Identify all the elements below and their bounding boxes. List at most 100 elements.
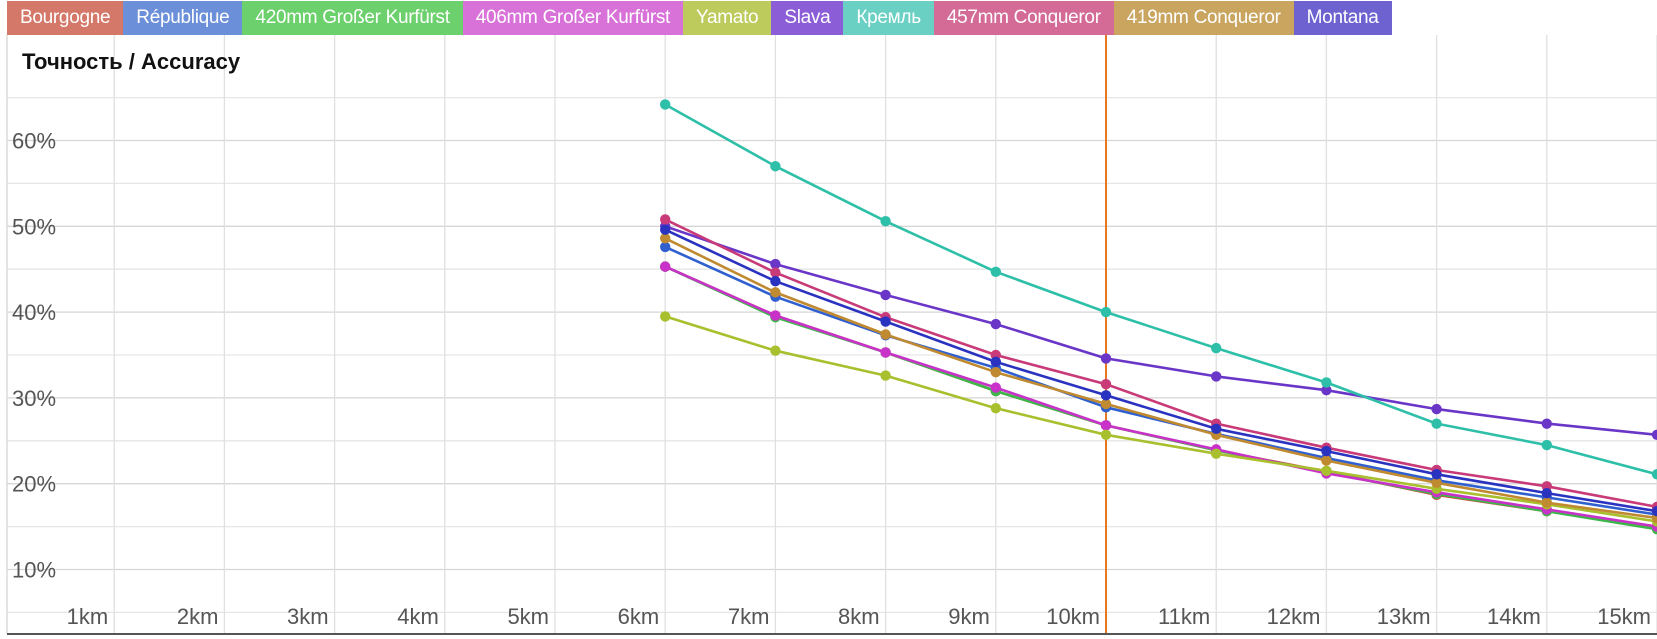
data-point[interactable]	[1100, 398, 1112, 410]
data-point[interactable]	[1100, 378, 1112, 390]
x-tick-label: 15km	[1597, 604, 1651, 629]
legend: Bourgogne République 420mm Großer Kurfürst…	[7, 1, 1392, 35]
legend-item[interactable]: 457mm Conqueror	[933, 1, 1114, 35]
x-tick-label: 13km	[1377, 604, 1431, 629]
legend-item[interactable]: 420mm Großer Kurfürst	[242, 1, 463, 35]
series-line	[664, 237, 1657, 520]
data-point[interactable]	[1321, 445, 1332, 457]
x-tick-label: 12km	[1267, 604, 1321, 629]
legend-item[interactable]: Montana	[1293, 1, 1392, 35]
data-point[interactable]	[1321, 455, 1332, 466]
x-tick-label: 14km	[1487, 604, 1541, 629]
data-point[interactable]	[1100, 420, 1112, 431]
data-point[interactable]	[770, 267, 781, 278]
data-point[interactable]	[880, 316, 891, 327]
series-line	[664, 103, 1657, 476]
legend-item[interactable]: Кремль	[843, 1, 934, 35]
data-point[interactable]	[1100, 429, 1112, 440]
data-point[interactable]	[990, 382, 1001, 393]
data-point[interactable]	[660, 214, 671, 225]
series-slava	[660, 221, 1657, 440]
x-tick-label: 9km	[948, 604, 990, 629]
data-point[interactable]	[1541, 439, 1553, 451]
data-point[interactable]	[880, 329, 891, 340]
x-tick-label: 7km	[728, 604, 770, 629]
legend-item[interactable]: République	[123, 1, 243, 35]
x-tick-label: 6km	[618, 604, 660, 629]
data-point[interactable]	[770, 287, 781, 298]
series-line	[664, 225, 1657, 437]
data-point[interactable]	[770, 310, 781, 321]
data-point[interactable]	[1431, 469, 1442, 480]
legend-item[interactable]: Yamato	[683, 1, 772, 35]
data-point[interactable]	[990, 402, 1001, 414]
data-point[interactable]	[1431, 403, 1442, 415]
y-tick-label: 30%	[12, 386, 56, 411]
x-tick-label: 5km	[507, 604, 549, 629]
data-point[interactable]	[770, 345, 781, 356]
x-tick-label: 8km	[838, 604, 880, 629]
data-point[interactable]	[1100, 306, 1112, 318]
data-point[interactable]	[770, 161, 781, 172]
data-point[interactable]	[1211, 371, 1222, 382]
data-point[interactable]	[880, 347, 891, 358]
data-point[interactable]	[1321, 377, 1332, 388]
x-tick-label: 11km	[1158, 604, 1210, 629]
y-tick-label: 40%	[12, 300, 56, 325]
series-line	[664, 228, 1657, 513]
data-point[interactable]	[1431, 477, 1442, 489]
data-point[interactable]	[660, 224, 671, 235]
data-point[interactable]	[1651, 429, 1657, 440]
data-point[interactable]	[1211, 423, 1222, 434]
series-кремль	[660, 99, 1657, 480]
y-tick-label: 20%	[12, 472, 56, 497]
legend-item[interactable]: Slava	[771, 1, 844, 35]
data-point[interactable]	[1211, 342, 1222, 354]
data-point[interactable]	[990, 266, 1001, 277]
series-419mm-conqueror	[660, 233, 1657, 524]
series-montana	[660, 224, 1657, 517]
data-point[interactable]	[770, 276, 781, 287]
y-tick-label: 10%	[12, 558, 56, 583]
axis-labels: 10% 20% 30% 40% 50% 60% 1km 2km 3km 4km 5km 6km 7km 8…	[12, 129, 1651, 630]
y-tick-label: 50%	[12, 214, 56, 239]
data-point[interactable]	[660, 311, 671, 322]
series-line	[664, 315, 1657, 523]
data-point[interactable]	[1431, 418, 1442, 429]
series-line	[664, 218, 1657, 509]
data-point[interactable]	[880, 370, 891, 381]
data-point[interactable]	[990, 318, 1001, 330]
legend-item[interactable]: 419mm Conqueror	[1113, 1, 1294, 35]
data-point[interactable]	[1651, 505, 1657, 517]
data-point[interactable]	[1211, 448, 1222, 459]
data-point[interactable]	[660, 233, 671, 244]
data-point[interactable]	[1541, 418, 1553, 429]
legend-item[interactable]: 406mm Großer Kurfürst	[462, 1, 684, 35]
data-point[interactable]	[1100, 353, 1112, 364]
x-tick-label: 1km	[67, 604, 109, 629]
data-point[interactable]	[1321, 384, 1332, 396]
data-point[interactable]	[660, 241, 671, 253]
y-tick-label: 60%	[12, 129, 56, 154]
data-point[interactable]	[1651, 469, 1657, 480]
x-tick-label: 4km	[397, 604, 439, 629]
x-tick-label: 2km	[177, 604, 219, 629]
data-point[interactable]	[880, 289, 891, 301]
data-point[interactable]	[660, 99, 671, 110]
data-point[interactable]	[1100, 390, 1112, 401]
data-point[interactable]	[770, 258, 781, 270]
chart-title: Точность / Accuracy	[22, 49, 241, 74]
data-point[interactable]	[880, 215, 891, 227]
legend-item[interactable]: Bourgogne	[7, 1, 124, 35]
grid	[6, 35, 1657, 634]
data-point[interactable]	[660, 261, 671, 272]
data-point[interactable]	[990, 366, 1001, 378]
x-tick-label: 3km	[287, 604, 329, 629]
data-point[interactable]	[990, 356, 1001, 368]
data-point[interactable]	[1541, 487, 1553, 499]
data-point[interactable]	[1541, 497, 1553, 508]
data-point[interactable]	[1321, 465, 1332, 477]
x-tick-label: 10km	[1046, 604, 1100, 629]
series-group	[660, 99, 1657, 535]
